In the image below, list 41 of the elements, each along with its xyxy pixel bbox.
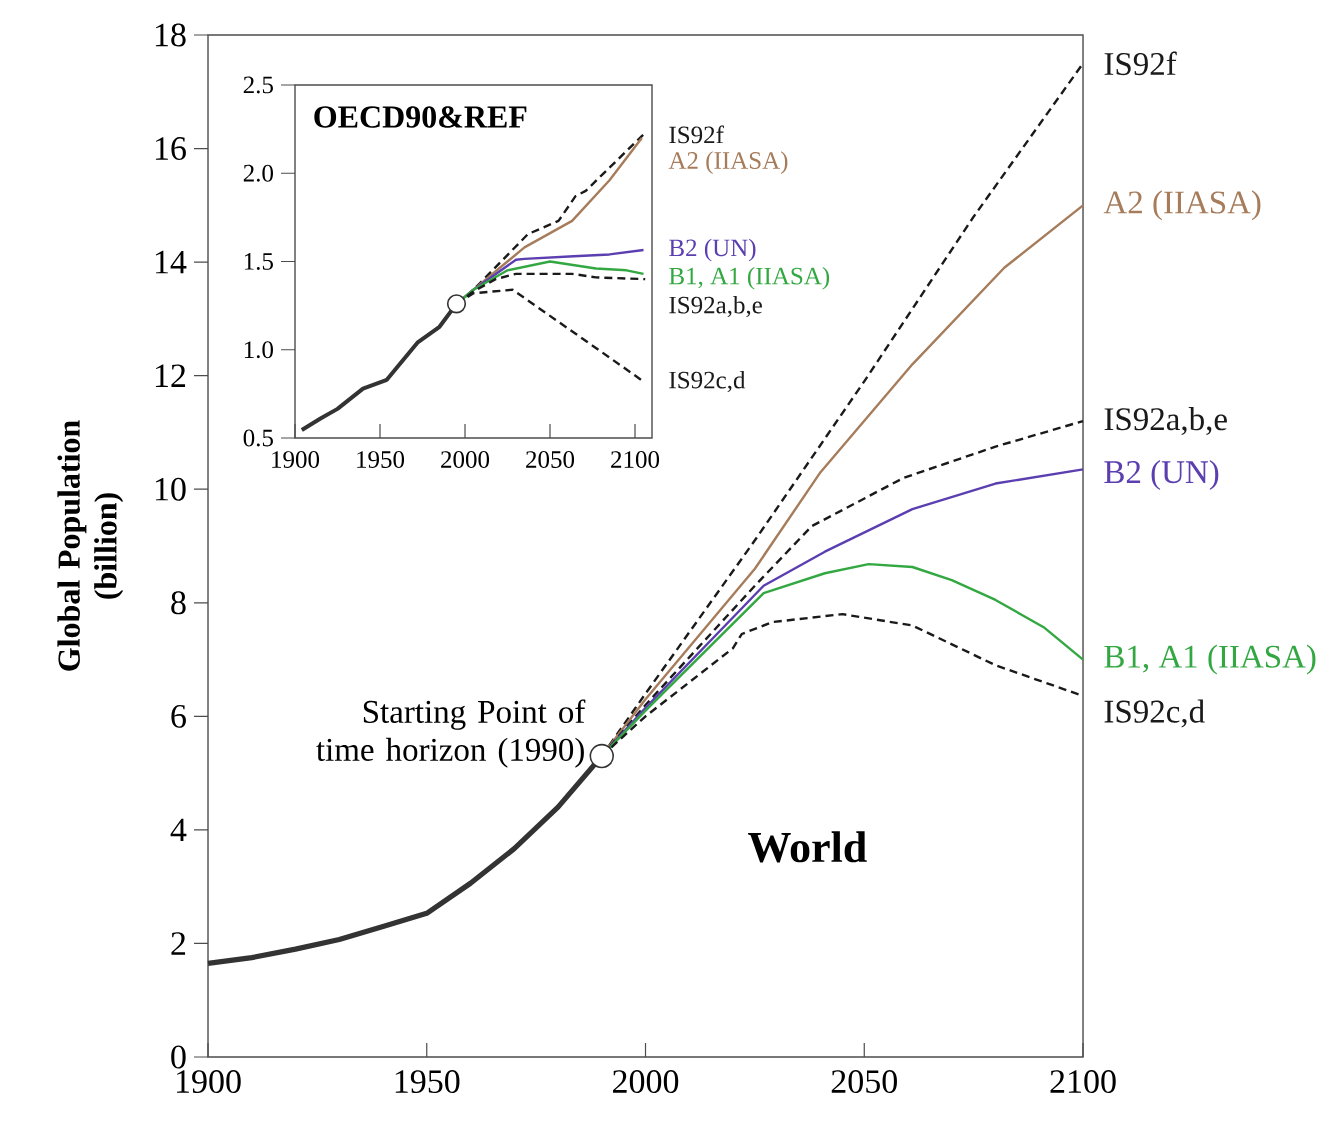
series-label: IS92f	[669, 125, 724, 144]
x-tick-label: 2000	[441, 451, 490, 468]
y-tick-label: 6	[171, 704, 186, 728]
series-label: B1, A1 (IIASA)	[1104, 644, 1316, 675]
series-label: A2 (IIASA)	[668, 151, 788, 174]
annotation: World	[748, 831, 867, 863]
series-label: IS92f	[1104, 51, 1177, 76]
x-tick-label: 2100	[611, 451, 660, 468]
series-label: B2 (UN)	[669, 238, 756, 262]
y-tick-label: 0.5	[243, 429, 273, 447]
y-axis-title: Global Population (billion)	[57, 420, 124, 671]
y-tick-label: 2.0	[243, 164, 273, 182]
y-tick-label: 1.5	[244, 253, 273, 270]
x-tick-label: 1900	[272, 451, 320, 468]
chart-title: OECD90&REF	[314, 106, 527, 128]
series-label: IS92a,b,e	[669, 295, 762, 318]
series-label: B2 (UN)	[1104, 460, 1219, 490]
y-tick-label: 1.0	[244, 341, 273, 359]
y-tick-label: 4	[170, 818, 187, 842]
series-label: B1, A1 (IIASA)	[669, 266, 830, 290]
y-tick-label: 16	[155, 137, 186, 160]
x-tick-label: 2000	[613, 1070, 679, 1094]
y-tick-label: 18	[155, 23, 186, 47]
y-tick-label: 8	[171, 591, 186, 615]
y-tick-label: 10	[155, 477, 186, 501]
series-label: IS92a,b,e	[1104, 407, 1227, 436]
y-tick-label: 14	[155, 250, 187, 274]
series-label: A2 (IIASA)	[1103, 190, 1261, 221]
series-label: IS92c,d	[1104, 699, 1205, 728]
y-tick-label: 2	[171, 932, 186, 955]
x-tick-label: 1950	[395, 1070, 460, 1094]
x-tick-label: 1900	[176, 1070, 241, 1094]
series-label: IS92c,d	[669, 370, 746, 393]
y-tick-label: 2.5	[243, 76, 273, 94]
annotation: Starting Point of time horizon (1990)	[316, 699, 586, 768]
x-tick-label: 2050	[526, 451, 575, 468]
y-tick-label: 12	[155, 364, 186, 387]
x-tick-label: 2100	[1050, 1070, 1116, 1094]
x-tick-label: 2050	[831, 1070, 897, 1094]
y-tick-label: 0	[171, 1045, 186, 1069]
x-tick-label: 1950	[357, 451, 405, 468]
